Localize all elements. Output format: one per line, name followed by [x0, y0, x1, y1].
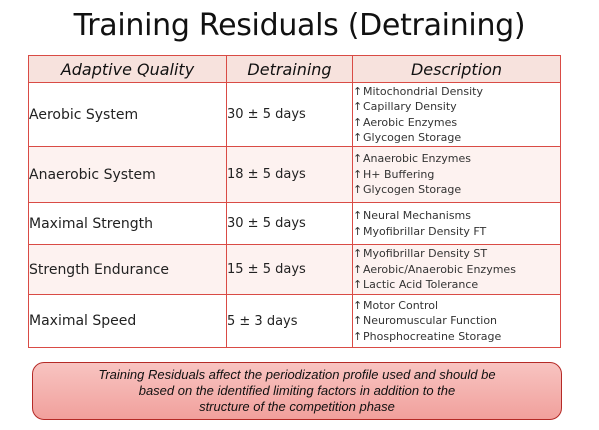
note-line: Training Residuals affect the periodizat…: [98, 367, 496, 382]
description-item: ↑Motor Control: [353, 298, 560, 314]
up-arrow-icon: ↑: [353, 224, 363, 238]
up-arrow-icon: ↑: [353, 298, 363, 312]
up-arrow-icon: ↑: [353, 115, 363, 129]
table-row: Aerobic System 30 ± 5 days ↑Mitochondria…: [28, 82, 561, 147]
description-cell: ↑Mitochondrial Density ↑Capillary Densit…: [352, 82, 561, 147]
quality-cell: Maximal Speed: [28, 294, 227, 348]
description-text: Aerobic Enzymes: [363, 115, 458, 129]
up-arrow-icon: ↑: [353, 329, 363, 343]
table-row: Maximal Strength 30 ± 5 days ↑Neural Mec…: [28, 202, 561, 245]
description-text: Lactic Acid Tolerance: [363, 278, 479, 292]
up-arrow-icon: ↑: [353, 209, 363, 222]
up-arrow-icon: ↑: [353, 183, 363, 197]
detraining-cell: 30 ± 5 days: [226, 202, 353, 245]
header-description: Description: [352, 55, 561, 83]
detraining-cell: 30 ± 5 days: [226, 82, 353, 147]
detraining-cell: 18 ± 5 days: [226, 146, 353, 203]
up-arrow-icon: ↑: [353, 100, 363, 113]
quality-cell: Maximal Strength: [28, 202, 227, 245]
up-arrow-icon: ↑: [353, 314, 363, 328]
description-text: Glycogen Storage: [363, 131, 462, 144]
description-item: ↑Lactic Acid Tolerance: [353, 277, 560, 293]
description-text: Anaerobic Enzymes: [363, 152, 472, 166]
up-arrow-icon: ↑: [353, 278, 363, 292]
description-item: ↑Anaerobic Enzymes: [353, 151, 560, 167]
detraining-cell: 5 ± 3 days: [226, 294, 353, 348]
description-text: Mitochondrial Density: [363, 84, 483, 98]
quality-cell: Aerobic System: [28, 82, 227, 147]
description-item: ↑Capillary Density: [353, 99, 560, 115]
description-item: ↑Neural Mechanisms: [353, 208, 560, 224]
description-item: ↑Aerobic Enzymes: [353, 115, 560, 131]
note-line: based on the identified limiting factors…: [138, 383, 456, 398]
note-text: Training Residuals affect the periodizat…: [98, 367, 495, 415]
description-item: ↑Myofibrillar Density ST: [353, 246, 560, 262]
description-text: Glycogen Storage: [363, 183, 462, 197]
description-text: Motor Control: [363, 298, 439, 312]
description-text: Capillary Density: [363, 100, 457, 113]
description-item: ↑Glycogen Storage: [353, 182, 560, 198]
description-item: ↑Mitochondrial Density: [353, 84, 560, 100]
note-line: structure of the competition phase: [199, 399, 395, 414]
description-text: Neural Mechanisms: [363, 209, 472, 222]
description-item: ↑Aerobic/Anaerobic Enzymes: [353, 262, 560, 278]
description-item: ↑Phosphocreatine Storage: [353, 329, 560, 345]
note-callout: Training Residuals affect the periodizat…: [32, 362, 562, 420]
description-item: ↑Myofibrillar Density FT: [353, 224, 560, 240]
up-arrow-icon: ↑: [353, 152, 363, 166]
description-cell: ↑Anaerobic Enzymes ↑H+ Buffering ↑Glycog…: [352, 146, 561, 203]
description-item: ↑Glycogen Storage: [353, 130, 560, 146]
description-item: ↑H+ Buffering: [353, 167, 560, 183]
up-arrow-icon: ↑: [353, 247, 363, 261]
description-text: Phosphocreatine Storage: [363, 329, 502, 343]
detraining-cell: 15 ± 5 days: [226, 244, 353, 295]
up-arrow-icon: ↑: [353, 84, 363, 98]
description-cell: ↑Neural Mechanisms ↑Myofibrillar Density…: [352, 202, 561, 245]
description-text: Myofibrillar Density ST: [363, 247, 488, 261]
table-row: Maximal Speed 5 ± 3 days ↑Motor Control …: [28, 294, 561, 348]
description-item: ↑Neuromuscular Function: [353, 313, 560, 329]
description-text: Neuromuscular Function: [363, 314, 498, 328]
quality-cell: Strength Endurance: [28, 244, 227, 295]
up-arrow-icon: ↑: [353, 167, 363, 181]
header-detraining: Detraining: [226, 55, 353, 83]
header-adaptive-quality: Adaptive Quality: [28, 55, 227, 83]
up-arrow-icon: ↑: [353, 262, 363, 276]
description-cell: ↑Motor Control ↑Neuromuscular Function ↑…: [352, 294, 561, 348]
description-text: Aerobic/Anaerobic Enzymes: [363, 262, 516, 276]
description-cell: ↑Myofibrillar Density ST ↑Aerobic/Anaero…: [352, 244, 561, 295]
residuals-table: Adaptive Quality Detraining Description …: [28, 55, 561, 348]
table-row: Strength Endurance 15 ± 5 days ↑Myofibri…: [28, 244, 561, 295]
description-text: H+ Buffering: [363, 167, 435, 181]
quality-cell: Anaerobic System: [28, 146, 227, 203]
up-arrow-icon: ↑: [353, 131, 363, 144]
table-header-row: Adaptive Quality Detraining Description: [28, 55, 561, 83]
table-row: Anaerobic System 18 ± 5 days ↑Anaerobic …: [28, 146, 561, 203]
slide-title: Training Residuals (Detraining): [73, 8, 526, 43]
description-text: Myofibrillar Density FT: [363, 224, 487, 238]
